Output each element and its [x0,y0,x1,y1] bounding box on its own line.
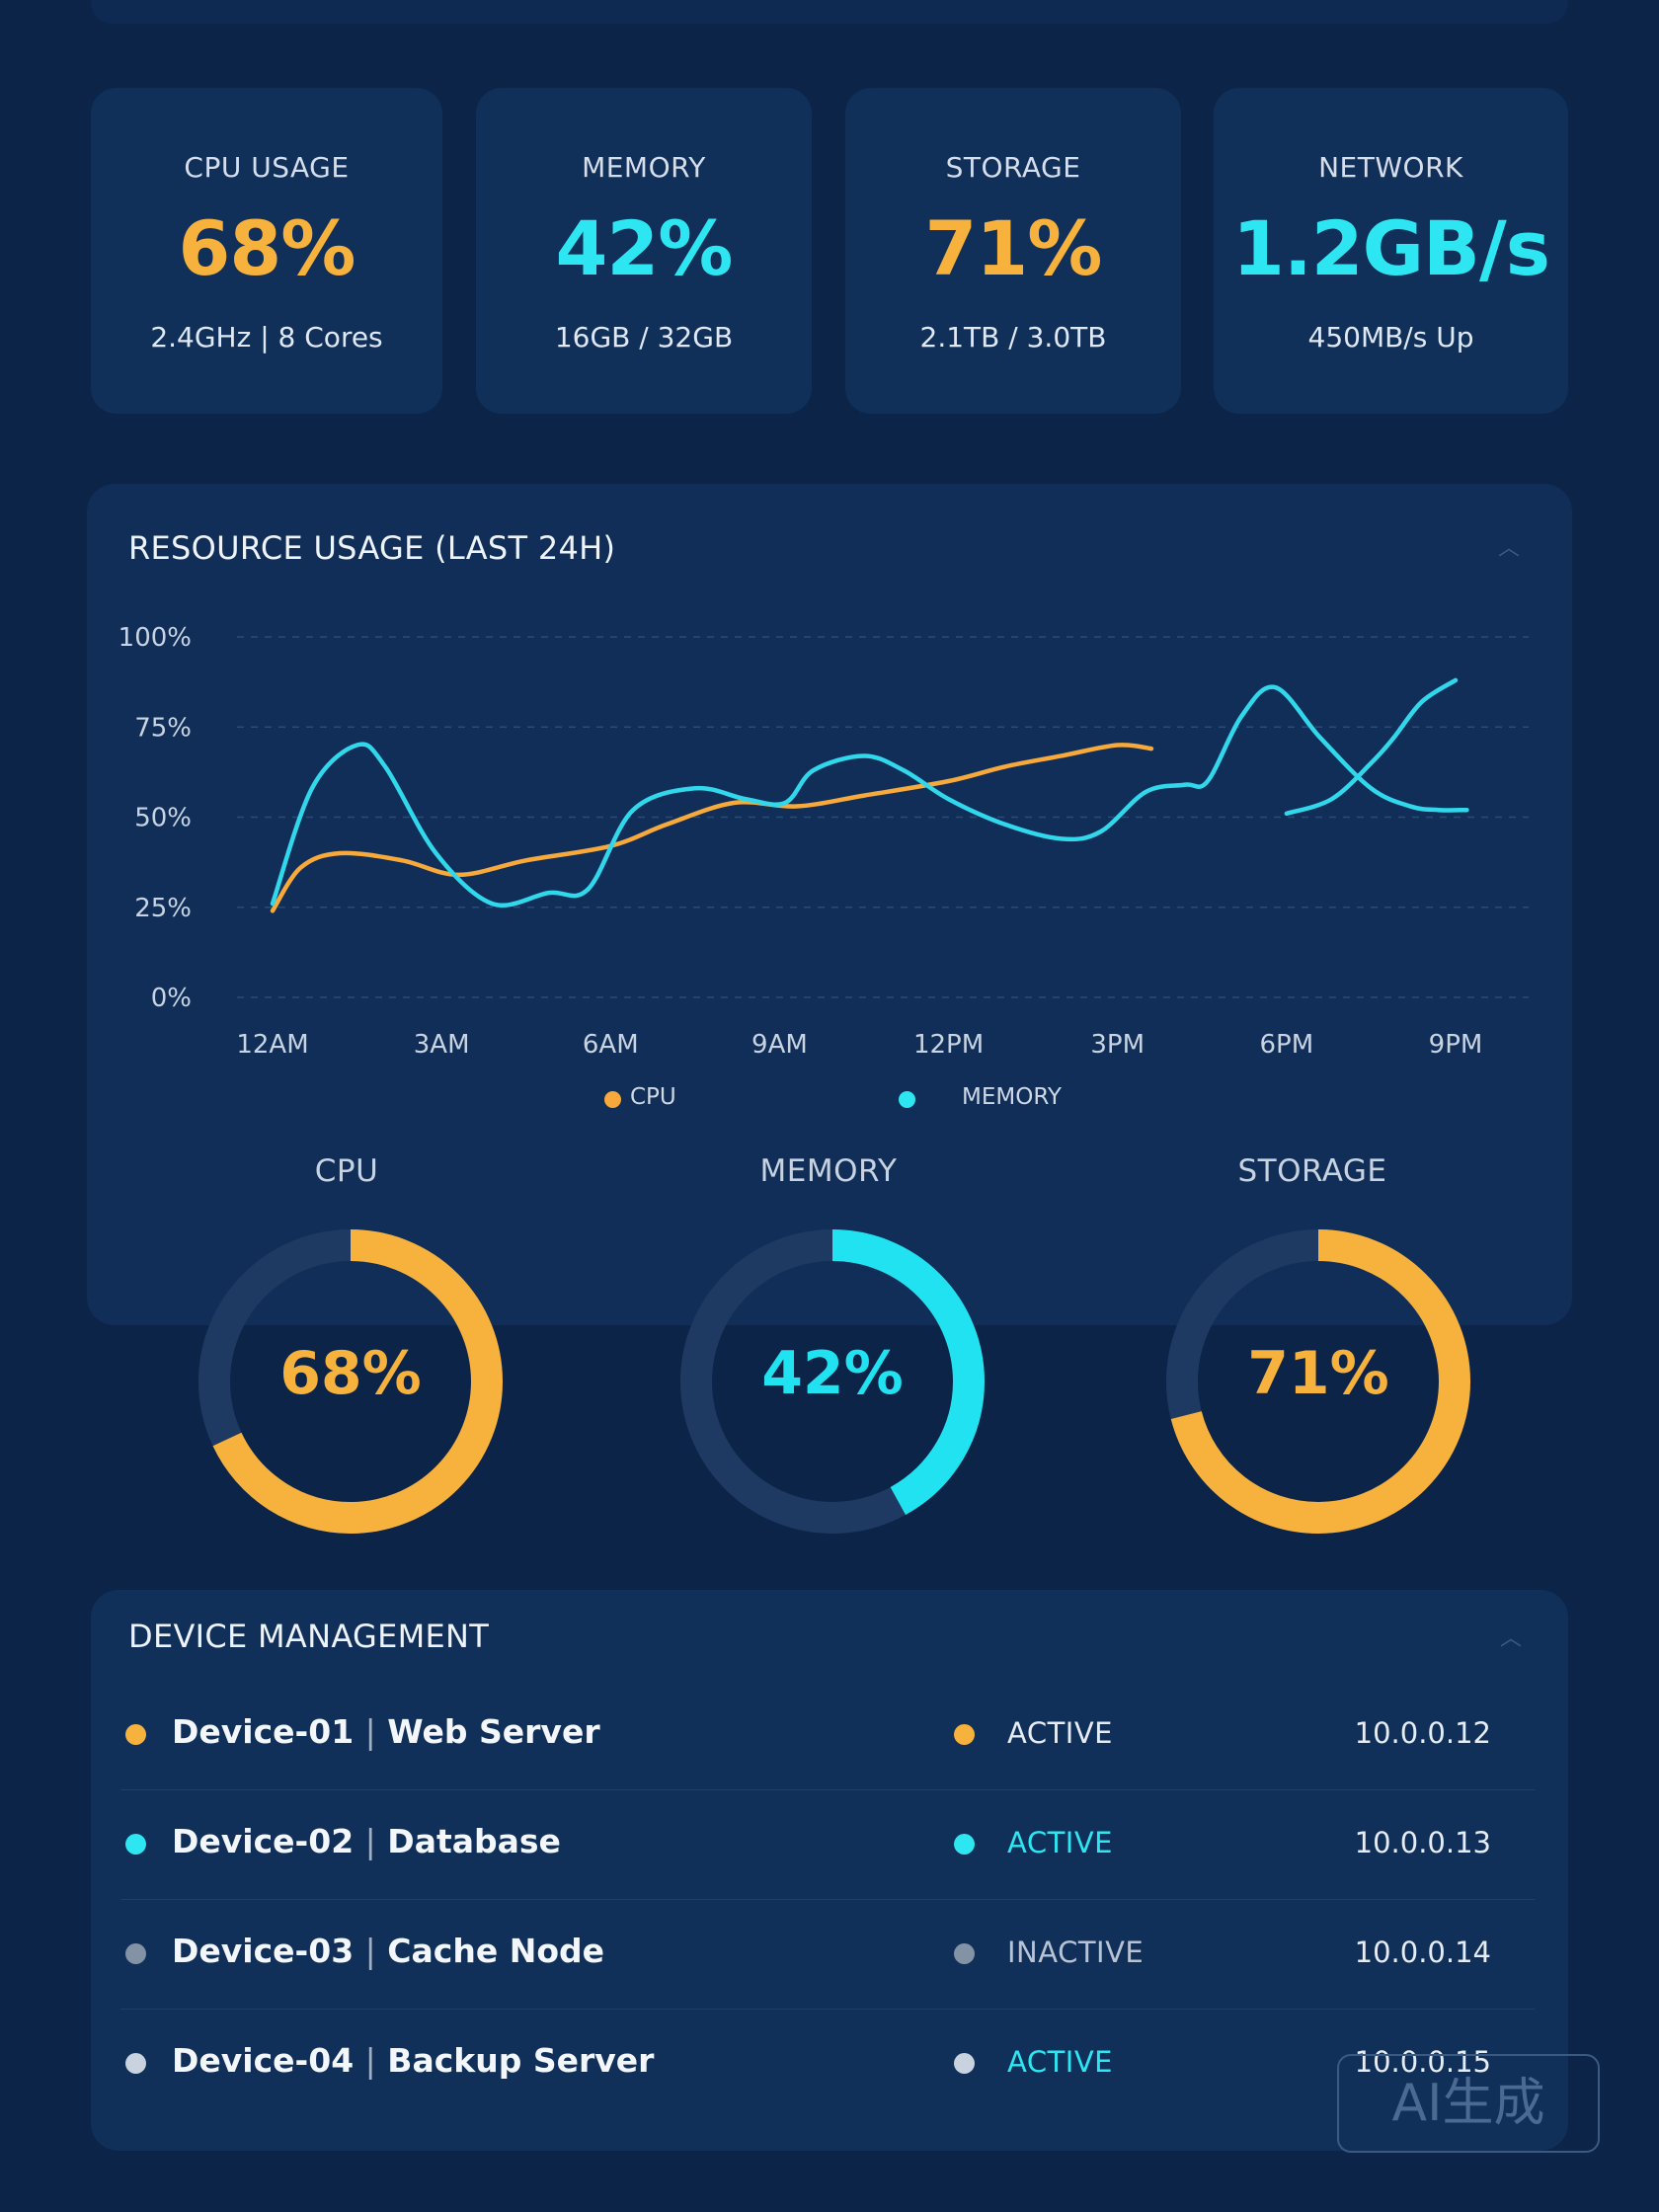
donut-arc [198,1229,503,1534]
x-tick-label: 3PM [1090,1030,1145,1060]
resource-usage-line-chart: 100% 75% 50% 25% 0% 12AM 3AM 6AM 9AM 12PM 3PM 6PM 9P… [118,623,1529,1060]
status-badge: ACTIVE [1007,1826,1114,1859]
panel-title: DEVICE MANAGEMENT [128,1618,490,1655]
legend-label: CPU [630,1084,676,1110]
donut-title-memory: MEMORY [759,1153,898,1189]
x-tick-label: 9AM [751,1030,808,1060]
stat-value: 42% [555,204,734,292]
stat-card-memory: MEMORY 42% 16GB / 32GB [476,88,812,414]
stat-value: 1.2GB/s [1232,204,1550,292]
legend-dot-icon [604,1091,621,1108]
top-header-strip [91,0,1568,24]
device-name: Device-01 | Web Server [172,1712,600,1751]
device-dot-icon [125,2053,146,2074]
chevron-up-icon[interactable]: ︿ [1499,1626,1522,1651]
device-dot-icon [125,1724,146,1745]
status-dot-icon [954,2053,975,2074]
status-dot-icon [954,1724,975,1745]
stat-sub: 450MB/s Up [1307,321,1474,354]
series-line-cpu [270,743,1154,913]
x-tick-label: 12PM [913,1030,984,1060]
x-tick-label: 6PM [1260,1030,1314,1060]
stat-card-storage: STORAGE 71% 2.1TB / 3.0TB [845,88,1181,414]
device-row[interactable]: Device-03 | Cache Node INACTIVE 10.0.0.1… [120,1908,1535,2016]
stat-label: STORAGE [945,151,1081,184]
row-divider [120,2009,1535,2010]
ai-generated-watermark: AI生成 [1337,2054,1600,2153]
stat-sub: 2.1TB / 3.0TB [919,321,1107,354]
donut-arc [680,1229,985,1534]
row-divider [120,1899,1535,1900]
x-tick-label: 9PM [1429,1030,1483,1060]
donut-value-storage: 71% [1247,1339,1389,1408]
x-tick-label: 3AM [414,1030,470,1060]
donut-title-storage: STORAGE [1237,1153,1387,1189]
donut-value-memory: 42% [761,1339,904,1408]
series-line-memory-trend [1284,677,1459,817]
device-name: Device-02 | Database [172,1822,561,1860]
device-dot-icon [125,1943,146,1964]
stat-sub: 16GB / 32GB [554,321,734,354]
donut-value-cpu: 68% [279,1339,422,1408]
status-dot-icon [954,1943,975,1964]
stat-value: 68% [178,204,356,292]
device-ip: 10.0.0.13 [1354,1826,1491,1859]
device-dot-icon [125,1834,146,1855]
donut-title-cpu: CPU [314,1153,379,1189]
resource-usage-panel [87,484,1572,1325]
row-divider [120,1789,1535,1790]
x-tick-label: 6AM [583,1030,639,1060]
device-ip: 10.0.0.15 [1354,2045,1491,2079]
stat-card-cpu: CPU USAGE 68% 2.4GHz | 8 Cores [91,88,442,414]
device-ip: 10.0.0.12 [1354,1716,1491,1750]
y-tick-label: 75% [134,713,192,743]
device-row[interactable]: Device-01 | Web Server ACTIVE 10.0.0.12 [120,1689,1535,1797]
status-badge: ACTIVE [1007,2045,1114,2079]
legend-label: MEMORY [962,1084,1062,1110]
device-ip: 10.0.0.14 [1354,1936,1491,1969]
chevron-up-icon[interactable]: ︿ [1497,536,1520,561]
stat-card-network: NETWORK 1.2GB/s 450MB/s Up [1214,88,1568,414]
stat-label: NETWORK [1318,151,1463,184]
donut-gauge-cpu [198,1229,503,1534]
stat-sub: 2.4GHz | 8 Cores [150,321,383,354]
y-tick-label: 25% [134,894,192,923]
panel-title: RESOURCE USAGE (LAST 24H) [128,529,616,567]
x-tick-label: 12AM [236,1030,308,1060]
status-badge: ACTIVE [1007,1716,1114,1750]
stat-label: MEMORY [582,151,706,184]
device-management-panel [91,1590,1568,2151]
series-line-memory [270,684,1469,908]
status-badge: INACTIVE [1007,1936,1145,1969]
device-row[interactable]: Device-02 | Database ACTIVE 10.0.0.13 [120,1798,1535,1907]
device-name: Device-04 | Backup Server [172,2041,655,2080]
stat-label: CPU USAGE [184,151,350,184]
device-row[interactable]: Device-04 | Backup Server ACTIVE 10.0.0.… [120,2017,1535,2126]
y-tick-label: 100% [118,623,192,653]
y-tick-label: 50% [134,804,192,833]
y-tick-label: 0% [151,984,192,1013]
stat-value: 71% [924,204,1103,292]
device-name: Device-03 | Cache Node [172,1932,605,1970]
donut-gauge-storage [1166,1229,1470,1534]
legend-dot-icon [899,1091,915,1108]
status-dot-icon [954,1834,975,1855]
donut-gauge-memory [680,1229,985,1534]
donut-arc [1166,1229,1470,1534]
